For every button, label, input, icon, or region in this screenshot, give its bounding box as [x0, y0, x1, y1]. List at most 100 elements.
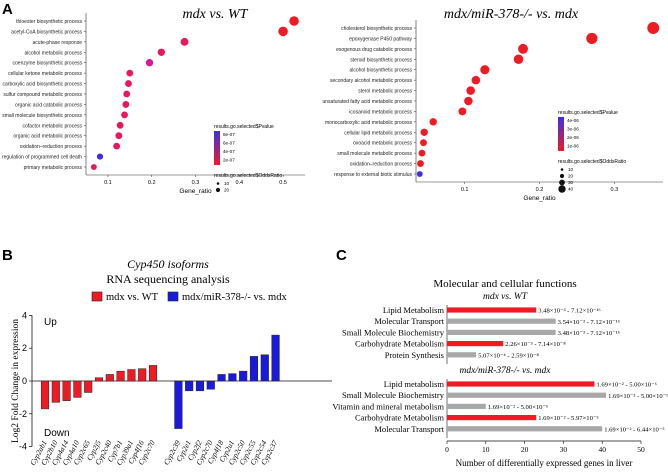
x-axis-label: Gene_ratio [179, 188, 212, 195]
size-legend-title: results.go.selected$OddsRatio [558, 159, 626, 165]
y-tick-label: 0 [22, 376, 27, 386]
category-label-oxidation-reduction-process: oxidation–reduction process [350, 162, 413, 168]
bar-cyp2j5 [94, 377, 104, 382]
dot-small-molecule-biosynthetic-process [121, 111, 128, 119]
pvalue-legend-label: 2e-06 [567, 135, 579, 140]
category-label-carbohydrate-metabolism: Carbohydrate Metabolism [355, 413, 444, 423]
dot-small-molecule-metabolic-process [418, 149, 426, 157]
x-tick-label: 0.1 [104, 180, 112, 186]
bar-molecular-transport [447, 426, 603, 432]
category-label-protein-synthesis: Protein Synthesis [385, 350, 444, 360]
pvalue-label-protein-synthesis: 5.07×10⁻⁴ - 2.59×10⁻⁸ [478, 352, 539, 359]
bar-cyp7b1 [116, 370, 125, 382]
x-axis-label: Number of differentially expressed genes… [456, 458, 633, 468]
bar-cyp4a10 [73, 380, 82, 398]
dot-thioester-biosynthetic-process [289, 16, 299, 26]
pvalue-legend-label: 6e-07 [223, 141, 235, 146]
pvalue-legend-label: 3e-06 [567, 127, 579, 132]
bar-cyp2c70 [148, 365, 158, 382]
molecular-functions-bar-chart: Molecular and cellular functions mdx vs. … [332, 278, 668, 468]
size-legend-label: 30 [568, 180, 574, 185]
bar-molecular-transport [447, 318, 556, 324]
size-legend-label: 40 [568, 187, 574, 192]
x-tick-label: 30 [560, 445, 568, 454]
bar-cyp2c40 [105, 374, 114, 382]
x-tick-label: 10 [482, 445, 490, 454]
annotation-up: Up [44, 317, 57, 328]
panel-labels: A B C [2, 1, 347, 264]
pvalue-legend-label: 4e-06 [567, 118, 579, 123]
category-label-acetyl-coa-biosynthetic-process: acetyl-CoA biosynthetic process [11, 29, 82, 35]
bar-cyp2b10 [51, 380, 60, 403]
pvalue-label-lipid-metabolism: 3.48×10⁻³ - 7.12×10⁻¹⁶ [538, 308, 600, 315]
category-label-thioester-biosynthetic-process: thioester biosynthetic process [16, 19, 82, 25]
size-legend-label: 10 [224, 181, 230, 186]
group-subtitle-1: mdx/miR-378-/- vs. mdx [459, 366, 551, 376]
dot-cofactor-metabolic-process [116, 121, 124, 129]
dot-epoxygenase-p450-pathway [586, 32, 598, 45]
size-legend-label: 10 [568, 167, 574, 172]
category-label-primary-metabolic-process: primary metabolic process [24, 165, 83, 171]
category-label-cellular-lipid-metabolic-process: cellular lipid metabolic process [344, 130, 412, 136]
category-label-sterol-metabolic-process: sterol metabolic process [358, 89, 412, 95]
bar-cyp2c54 [260, 354, 269, 382]
category-label-secondary-alcohol-metabolic-process: secondary alcohol metabolic process [330, 78, 412, 84]
dot-acetyl-coa-biosynthetic-process [278, 26, 288, 37]
size-legend-dot [216, 182, 220, 185]
size-legend-dot [215, 187, 221, 193]
category-label-small-molecule-biochemistry: Small Molecule Biochemistry [342, 390, 445, 400]
plot-title: mdx vs. WT [183, 7, 249, 22]
bar-cyp39a1 [127, 369, 136, 382]
category-label-molecular-transport: Molecular Transport [374, 424, 444, 434]
pvalue-legend-label: 8e-07 [223, 132, 235, 137]
category-label-lipid-metabolism: Lipid Metabolism [383, 305, 445, 315]
x-axis-label: Gene_ratio [523, 195, 556, 202]
bar-cyp4f16 [138, 368, 147, 382]
size-legend-dot [559, 179, 565, 186]
bar-vitamin-and-mineral-metabolism [447, 403, 486, 409]
panel-label-c: C [336, 247, 347, 264]
annotation-down: Down [44, 428, 70, 439]
dotplot-mdx-vs-wt: mdx vs. WT thioester biosynthetic process… [2, 7, 305, 195]
dot-cellular-lipid-metabolic-process [420, 128, 428, 136]
bar-protein-synthesis [447, 352, 477, 358]
bar-cyp2e1 [185, 380, 194, 392]
category-label-cholesterol-biosynthetic-process: cholesterol biosynthetic process [341, 26, 412, 32]
legend-label-1: mdx/miR-378-/- vs. mdx [182, 292, 287, 303]
category-label-alcohol-biosynthetic-process: alcohol biosynthetic process [349, 68, 412, 74]
chart-title: Cyp450 isoforms [127, 257, 209, 271]
category-label-response-to-external-biotic-stimulus: response to external biotic stimulus [334, 172, 413, 178]
size-legend-dot [559, 173, 565, 179]
pvalue-label-small-molecule-biochemistry: 1.69×10⁻³ - 5.00×10⁻⁶ [608, 393, 668, 400]
x-tick-label: 50 [637, 445, 645, 454]
panel-label-a: A [2, 1, 13, 18]
dot-exogenous-drug-catabolic-process [518, 43, 528, 54]
pvalue-label-vitamin-and-mineral-metabolism: 1.69×10⁻² - 5.00×10⁻⁶ [488, 404, 548, 411]
pvalue-color-bar [558, 117, 564, 151]
category-label-lipid-metabolism: Lipid metabolism [384, 379, 445, 389]
category-label-organic-acid-metabolic-process: organic acid metabolic process [13, 134, 82, 140]
size-legend-dot [560, 168, 564, 171]
dot-response-to-external-biotic-stimulus [416, 171, 423, 177]
dot-acute-phase-response [180, 37, 189, 46]
dot-icosanoid-metabolic-process [458, 107, 467, 116]
bar-cyp2c50 [239, 370, 248, 382]
dot-steroid-biosynthetic-process [513, 54, 524, 65]
dot-cellular-ketone-metabolic-process [126, 69, 134, 77]
category-label-regulation-of-programmed-cell-death: regulation of programmed cell death [2, 155, 82, 161]
chart-title: Molecular and cellular functions [433, 278, 576, 290]
category-label-unsaturated-fatty-acid-metabolic-process: unsaturated fatty acid metabolic process [323, 99, 413, 105]
chart-subtitle: RNA sequencing analysis [106, 272, 230, 286]
y-tick-label: -4 [19, 442, 27, 452]
bar-carbohydrate-metabolism [447, 341, 504, 347]
y-tick-label: -2 [19, 409, 27, 419]
category-label-monocarboxylic-acid-metabolic-process: monocarboxylic acid metabolic process [325, 120, 412, 126]
category-label-cellular-ketone-metabolic-process: cellular ketone metabolic process [8, 71, 82, 77]
y-tick-label: 4 [22, 310, 27, 320]
bar-cyp4a14 [62, 380, 71, 401]
dot-monocarboxylic-acid-metabolic-process [429, 118, 437, 126]
bar-cyp2f2 [195, 380, 205, 392]
category-label-icosanoid-metabolic-process: icosanoid metabolic process [349, 109, 412, 115]
